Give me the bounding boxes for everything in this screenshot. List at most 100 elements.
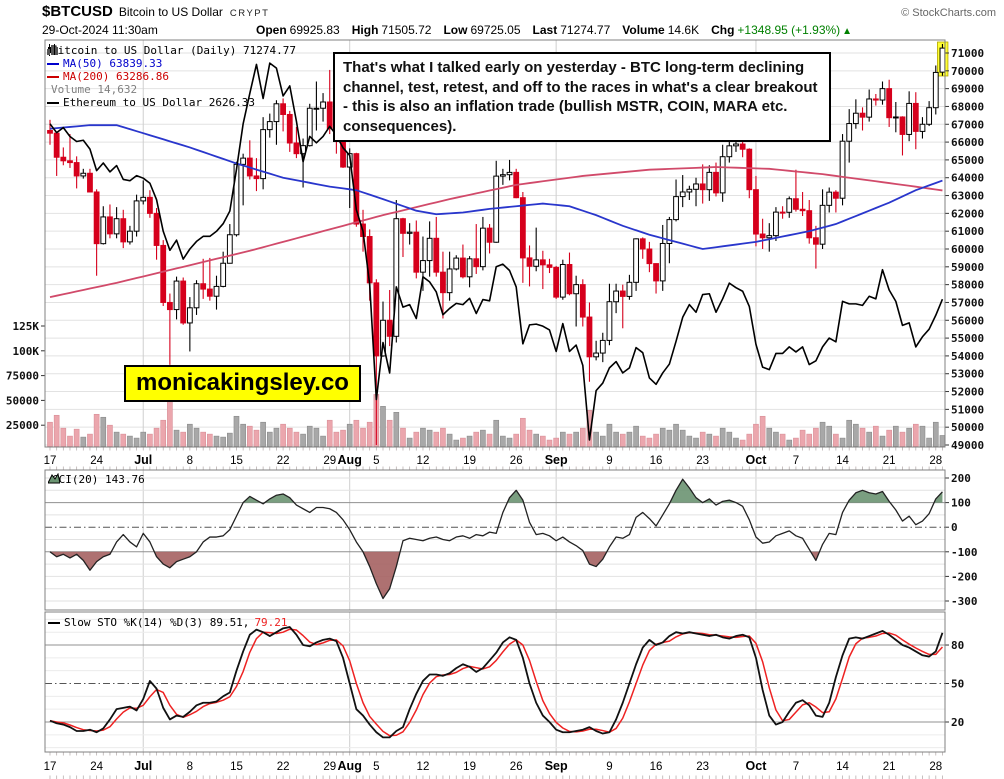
svg-text:Aug: Aug — [338, 453, 362, 467]
field-low: Low 69725.05 — [443, 23, 521, 37]
svg-text:66000: 66000 — [951, 136, 984, 149]
svg-text:15: 15 — [230, 455, 243, 467]
svg-text:17: 17 — [44, 761, 57, 773]
svg-text:50: 50 — [951, 678, 964, 691]
svg-text:61000: 61000 — [951, 225, 984, 238]
svg-text:-300: -300 — [951, 595, 978, 608]
ma50-line — [49, 124, 943, 250]
svg-text:19: 19 — [463, 761, 476, 773]
svg-text:Sep: Sep — [545, 453, 568, 467]
cci-panel — [45, 477, 945, 602]
svg-text:Aug: Aug — [338, 759, 362, 773]
cci-legend-text: CCI(20) 143.76 — [52, 473, 145, 486]
svg-text:5: 5 — [373, 455, 379, 467]
field-high: High 71505.72 — [351, 23, 432, 37]
svg-text:71000: 71000 — [951, 47, 984, 60]
svg-text:15: 15 — [230, 761, 243, 773]
svg-text:Oct: Oct — [746, 453, 768, 467]
ma200-line-swatch — [47, 75, 59, 78]
svg-text:56000: 56000 — [951, 314, 984, 327]
svg-text:70000: 70000 — [951, 65, 984, 78]
svg-text:5: 5 — [373, 761, 379, 773]
svg-text:12: 12 — [417, 455, 430, 467]
legend-volume-row: Volume 14,632 — [47, 45, 296, 96]
svg-text:16: 16 — [650, 455, 663, 467]
svg-text:14: 14 — [836, 761, 849, 773]
legend-ma50-row: MA(50) 63839.33 — [47, 57, 296, 70]
symbol-name: Bitcoin to US Dollar — [118, 5, 223, 19]
svg-text:0: 0 — [951, 521, 958, 534]
candlesticks — [47, 43, 946, 445]
svg-text:55000: 55000 — [951, 332, 984, 345]
field-open: Open 69925.83 — [256, 23, 340, 37]
watermark-label: monicakingsley.co — [124, 365, 361, 402]
field-last: Last 71274.77 — [532, 23, 611, 37]
annotation-box: That's what I talked early on yesterday … — [333, 52, 831, 142]
svg-text:21: 21 — [883, 761, 896, 773]
symbol: $BTCUSD — [42, 3, 113, 20]
svg-text:7: 7 — [793, 761, 799, 773]
svg-text:14: 14 — [836, 455, 849, 467]
svg-text:50000: 50000 — [6, 394, 39, 407]
svg-text:28: 28 — [929, 455, 942, 467]
axis-labels: 4900050000510005200053000540005500056000… — [6, 47, 984, 779]
legend-title-row: Bitcoin to US Dollar (Daily) 71274.77 — [47, 44, 296, 57]
legend-eth-row: Ethereum to US Dollar 2626.33 — [47, 96, 296, 109]
eth-line-swatch — [47, 101, 59, 104]
svg-text:64000: 64000 — [951, 172, 984, 185]
svg-text:Sep: Sep — [545, 759, 568, 773]
svg-text:24: 24 — [90, 455, 103, 467]
svg-text:200: 200 — [951, 472, 971, 485]
legend-eth: Ethereum to US Dollar 2626.33 — [63, 96, 256, 109]
svg-text:29: 29 — [323, 761, 336, 773]
svg-text:51000: 51000 — [951, 403, 984, 416]
svg-text:100K: 100K — [13, 345, 40, 358]
svg-text:22: 22 — [277, 455, 290, 467]
svg-text:Oct: Oct — [746, 759, 768, 773]
svg-text:9: 9 — [606, 761, 612, 773]
svg-text:63000: 63000 — [951, 190, 984, 203]
svg-text:67000: 67000 — [951, 118, 984, 131]
svg-text:19: 19 — [463, 455, 476, 467]
svg-text:69000: 69000 — [951, 83, 984, 96]
svg-text:58000: 58000 — [951, 279, 984, 292]
symbol-exchange: CRYPT — [229, 8, 270, 19]
ethereum-overlay-line — [49, 62, 944, 441]
svg-text:8: 8 — [187, 761, 193, 773]
cci-legend: CCI(20) 143.76 — [48, 473, 145, 486]
sto-legend: Slow STO %K(14) %D(3) 89.51, 79.21 — [48, 616, 288, 629]
svg-text:59000: 59000 — [951, 261, 984, 274]
svg-text:80: 80 — [951, 639, 964, 652]
svg-text:25000: 25000 — [6, 419, 39, 432]
svg-text:29: 29 — [323, 455, 336, 467]
svg-text:-100: -100 — [951, 546, 978, 559]
svg-text:57000: 57000 — [951, 296, 984, 309]
svg-text:7: 7 — [793, 455, 799, 467]
chart-datetime: 29-Oct-2024 11:30am — [42, 23, 158, 37]
svg-text:24: 24 — [90, 761, 103, 773]
field-volume: Volume 14.6K — [622, 23, 700, 37]
svg-text:75000: 75000 — [6, 370, 39, 383]
svg-text:Jul: Jul — [134, 453, 152, 467]
svg-text:12: 12 — [417, 761, 430, 773]
svg-text:26: 26 — [510, 761, 523, 773]
svg-text:54000: 54000 — [951, 350, 984, 363]
svg-text:68000: 68000 — [951, 100, 984, 113]
svg-text:21: 21 — [883, 455, 896, 467]
svg-text:23: 23 — [696, 761, 709, 773]
svg-text:26: 26 — [510, 455, 523, 467]
legend-volume: Volume 14,632 — [51, 83, 138, 96]
svg-text:62000: 62000 — [951, 207, 984, 220]
svg-text:16: 16 — [650, 761, 663, 773]
svg-text:52000: 52000 — [951, 386, 984, 399]
watermark-text: monicakingsley.co — [136, 369, 349, 396]
svg-text:23: 23 — [696, 455, 709, 467]
ma50-line-swatch — [47, 62, 59, 65]
volume-bars — [47, 394, 946, 447]
svg-text:28: 28 — [929, 761, 942, 773]
sto-d-value: 79.21 — [254, 616, 288, 629]
legend-title: Bitcoin to US Dollar (Daily) 71274.77 — [51, 44, 297, 57]
svg-text:-200: -200 — [951, 570, 978, 583]
